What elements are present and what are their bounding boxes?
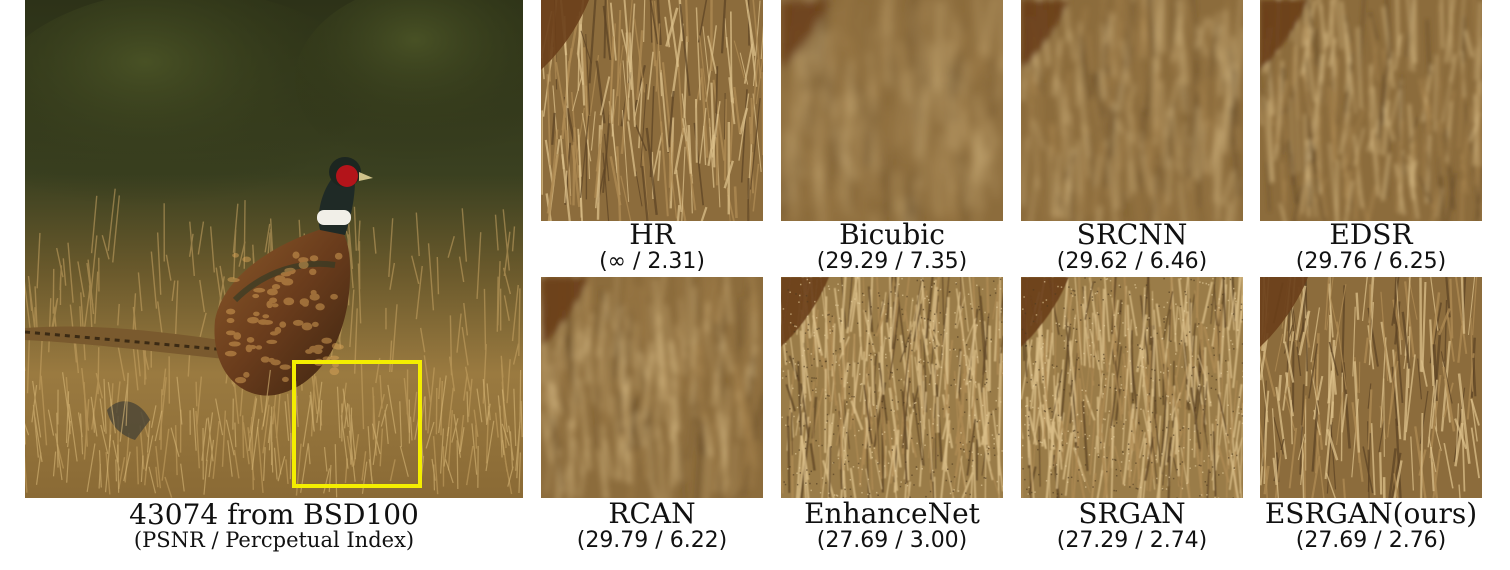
method-name: HR <box>629 218 675 251</box>
method-score: (29.79 / 6.22) <box>576 528 728 553</box>
method-name: SRCNN <box>1076 218 1188 251</box>
method-name: Bicubic <box>839 218 945 251</box>
label-bicubic: Bicubic (29.29 / 7.35) <box>772 221 1012 275</box>
label-hr: HR (∞ / 2.31) <box>532 221 772 275</box>
crop-rcan <box>541 277 763 498</box>
label-srcnn: SRCNN (29.62 / 6.46) <box>1012 221 1252 275</box>
crop-hr <box>541 0 763 221</box>
label-srgan: SRGAN (27.29 / 2.74) <box>1012 500 1252 554</box>
method-score: (27.69 / 3.00) <box>816 528 968 553</box>
label-edsr: EDSR (29.76 / 6.25) <box>1251 221 1491 275</box>
method-name: EnhanceNet <box>804 497 980 530</box>
method-name: RCAN <box>608 497 696 530</box>
method-score: (29.76 / 6.25) <box>1295 249 1447 274</box>
method-name: ESRGAN(ours) <box>1264 497 1478 530</box>
crop-enhancenet <box>781 277 1003 498</box>
label-rcan: RCAN (29.79 / 6.22) <box>532 500 772 554</box>
method-score: (29.62 / 6.46) <box>1056 249 1208 274</box>
crop-bicubic <box>781 0 1003 221</box>
label-enhancenet: EnhanceNet (27.69 / 3.00) <box>772 500 1012 554</box>
crop-srgan <box>1021 277 1243 498</box>
main-caption-title: 43074 from BSD100 <box>129 498 419 531</box>
highlight-box <box>292 360 422 488</box>
method-score: (29.29 / 7.35) <box>816 249 968 274</box>
method-name: EDSR <box>1329 218 1413 251</box>
label-esrgan: ESRGAN(ours) (27.69 / 2.76) <box>1251 500 1491 554</box>
crop-edsr <box>1260 0 1482 221</box>
crop-esrgan <box>1260 277 1482 498</box>
main-caption-subtitle: (PSNR / Percpetual Index) <box>133 528 415 552</box>
method-score: (27.29 / 2.74) <box>1056 528 1208 553</box>
method-score: (27.69 / 2.76) <box>1295 528 1447 553</box>
main-image-pheasant <box>25 0 523 498</box>
method-name: SRGAN <box>1078 497 1186 530</box>
crop-srcnn <box>1021 0 1243 221</box>
method-score: (∞ / 2.31) <box>599 249 705 274</box>
